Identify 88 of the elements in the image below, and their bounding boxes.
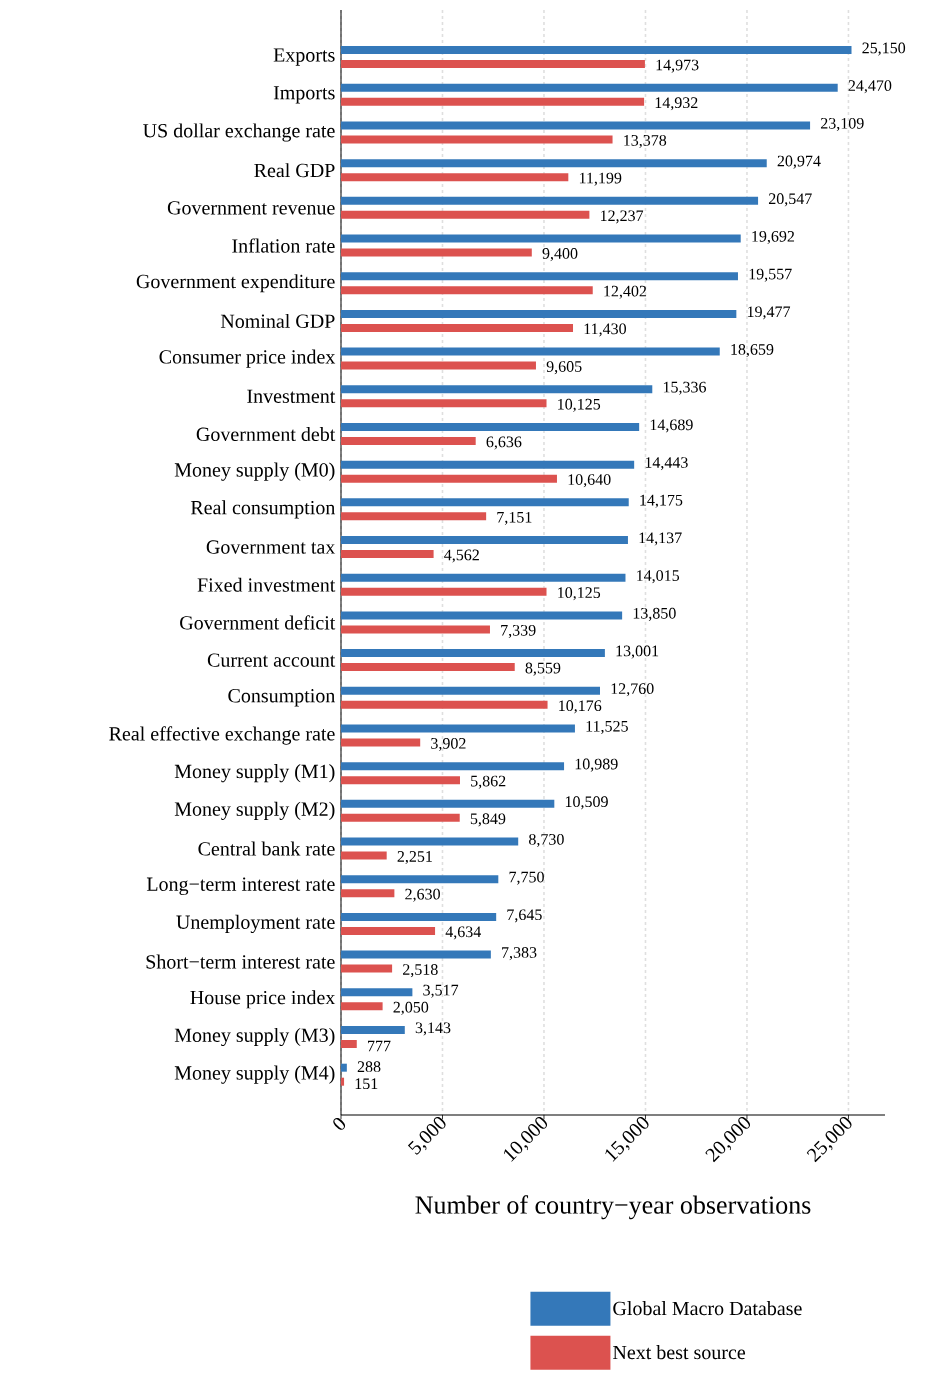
data-label: 4,634 xyxy=(445,926,482,940)
y-tick-label: Fixed investment xyxy=(197,577,336,592)
data-label: 5,862 xyxy=(471,775,506,789)
y-tick-label: Imports xyxy=(273,86,335,104)
y-tick-label: Government tax xyxy=(206,540,336,554)
data-label: 4,562 xyxy=(444,549,479,563)
data-label: 12,760 xyxy=(611,683,654,697)
y-tick-label: Long−term interest rate xyxy=(146,877,335,896)
y-tick-label: Unemployment rate xyxy=(176,914,335,934)
data-label: 9,400 xyxy=(542,248,578,262)
data-label: 10,640 xyxy=(568,474,611,488)
y-tick-label: Money supply (M2) xyxy=(174,801,335,820)
data-label: 20,974 xyxy=(777,155,821,169)
y-tick-label: Consumption xyxy=(228,689,336,707)
x-axis-title: Number of country−year observations xyxy=(415,1195,811,1220)
y-tick-label: Consumer price index xyxy=(159,349,336,368)
data-label: 20,547 xyxy=(768,193,812,207)
y-tick-label: Money supply (M3) xyxy=(174,1027,335,1047)
data-label: 5,849 xyxy=(470,813,506,827)
y-tick-label: Nominal GDP xyxy=(220,313,335,328)
data-label: 151 xyxy=(355,1078,378,1090)
data-label: 23,109 xyxy=(820,117,864,132)
data-label: 14,443 xyxy=(645,457,688,471)
data-label: 13,378 xyxy=(624,134,667,149)
data-label: 12,402 xyxy=(604,285,647,299)
data-label: 2,251 xyxy=(397,851,432,865)
data-label: 11,430 xyxy=(584,323,626,337)
y-tick-label: Real GDP xyxy=(254,163,335,178)
data-label: 13,001 xyxy=(616,645,659,659)
legend-label: Next best source xyxy=(613,1345,746,1360)
x-tick-label: 0 xyxy=(333,1117,346,1130)
y-tick-label: Government revenue xyxy=(167,201,335,215)
data-label: 10,989 xyxy=(575,758,618,772)
data-label: 11,525 xyxy=(586,720,628,734)
y-tick-label: Real effective exchange rate xyxy=(109,726,335,745)
data-label: 18,659 xyxy=(731,344,774,358)
data-label: 8,730 xyxy=(529,833,564,848)
data-label: 19,557 xyxy=(749,268,792,282)
y-tick-label: Inflation rate xyxy=(232,238,335,253)
data-label: 6,636 xyxy=(486,436,522,450)
data-label: 10,125 xyxy=(558,398,601,412)
data-label: 7,383 xyxy=(502,947,537,961)
data-label: 14,689 xyxy=(650,419,693,433)
y-tick-label: Government debt xyxy=(196,426,336,442)
data-label: 2,050 xyxy=(393,1001,429,1015)
data-label: 8,559 xyxy=(525,662,561,676)
data-label: 13,850 xyxy=(633,607,676,621)
data-label: 7,750 xyxy=(509,871,544,885)
y-tick-label: Central bank rate xyxy=(198,841,335,856)
y-tick-label: Money supply (M0) xyxy=(174,462,335,481)
data-label: 12,237 xyxy=(601,210,644,224)
data-label: 9,605 xyxy=(546,361,582,375)
y-tick-label: Government deficit xyxy=(180,615,336,630)
data-label: 2,630 xyxy=(405,888,440,902)
data-label: 10,125 xyxy=(558,587,601,601)
y-tick-label: Real consumption xyxy=(190,500,336,519)
y-tick-label: Exports xyxy=(273,48,335,66)
data-label: 15,336 xyxy=(663,381,707,395)
data-label: 19,477 xyxy=(747,306,791,320)
data-label: 14,932 xyxy=(655,97,698,111)
data-label: 14,973 xyxy=(656,59,699,73)
data-label: 10,176 xyxy=(559,700,602,714)
data-label: 777 xyxy=(368,1040,391,1052)
data-label: 7,339 xyxy=(501,624,536,638)
y-tick-label: Government expenditure xyxy=(136,274,335,293)
data-label: 25,150 xyxy=(862,42,906,56)
data-label: 3,143 xyxy=(415,1022,451,1036)
data-label: 19,692 xyxy=(752,231,795,245)
data-label: 7,645 xyxy=(507,909,542,923)
data-label: 14,175 xyxy=(640,494,683,508)
data-label: 288 xyxy=(357,1061,381,1073)
data-label: 24,470 xyxy=(848,80,892,94)
y-tick-label: Short−term interest rate xyxy=(146,954,335,969)
data-label: 14,137 xyxy=(639,532,682,546)
legend-label: Global Macro Database xyxy=(613,1301,802,1316)
data-label: 3,902 xyxy=(431,737,466,752)
y-tick-label: House price index xyxy=(190,990,336,1009)
y-tick-label: Investment xyxy=(247,389,336,403)
y-tick-label: Money supply (M1) xyxy=(174,764,335,783)
data-label: 14,015 xyxy=(637,570,680,584)
data-label: 10,509 xyxy=(565,796,608,810)
y-tick-label: Current account xyxy=(207,653,336,667)
y-tick-label: Money supply (M4) xyxy=(174,1065,335,1084)
data-label: 2,518 xyxy=(403,964,438,978)
data-label: 7,151 xyxy=(497,511,532,525)
data-label: 11,199 xyxy=(579,172,622,186)
y-tick-label: US dollar exchange rate xyxy=(143,123,335,142)
data-label: 3,517 xyxy=(423,984,459,998)
